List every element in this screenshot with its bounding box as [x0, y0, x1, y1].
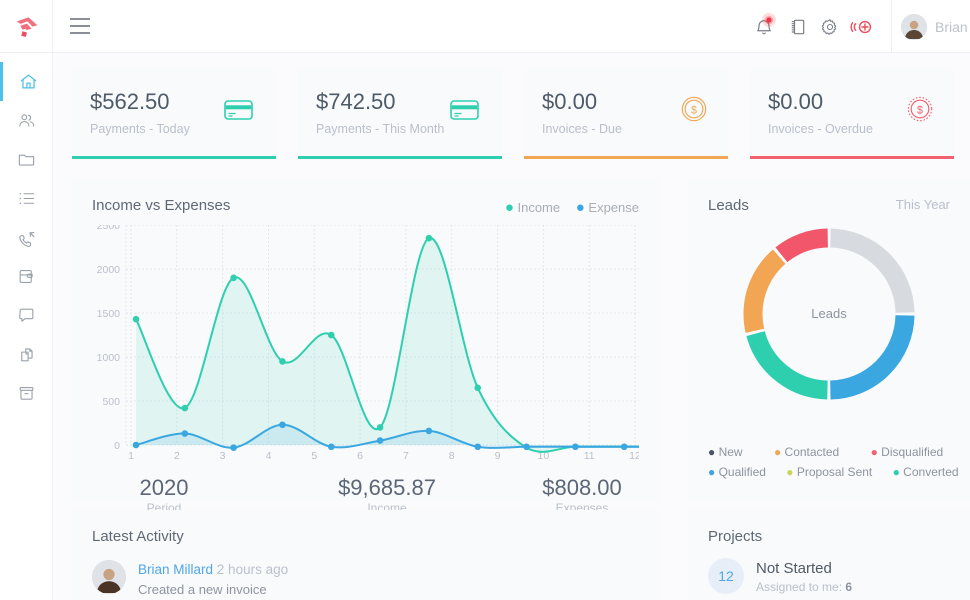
- svg-text:1500: 1500: [97, 308, 121, 320]
- svg-text:Leads: Leads: [811, 306, 847, 321]
- svg-text:500: 500: [102, 396, 120, 408]
- svg-text:1: 1: [128, 450, 134, 462]
- svg-text:2500: 2500: [97, 225, 121, 232]
- svg-text:5: 5: [311, 450, 317, 462]
- svg-text:3: 3: [220, 450, 226, 462]
- svg-text:8: 8: [449, 450, 455, 462]
- svg-text:9: 9: [495, 450, 501, 462]
- svg-text:12: 12: [629, 450, 639, 462]
- svg-text:4: 4: [266, 450, 272, 462]
- svg-text:0: 0: [114, 440, 120, 452]
- svg-text:2000: 2000: [97, 264, 121, 276]
- svg-text:$: $: [691, 104, 697, 116]
- svg-text:$: $: [917, 104, 923, 116]
- svg-text:6: 6: [357, 450, 363, 462]
- svg-text:7: 7: [403, 450, 409, 462]
- svg-text:11: 11: [584, 450, 595, 462]
- svg-text:1000: 1000: [97, 352, 121, 364]
- svg-text:2: 2: [174, 450, 180, 462]
